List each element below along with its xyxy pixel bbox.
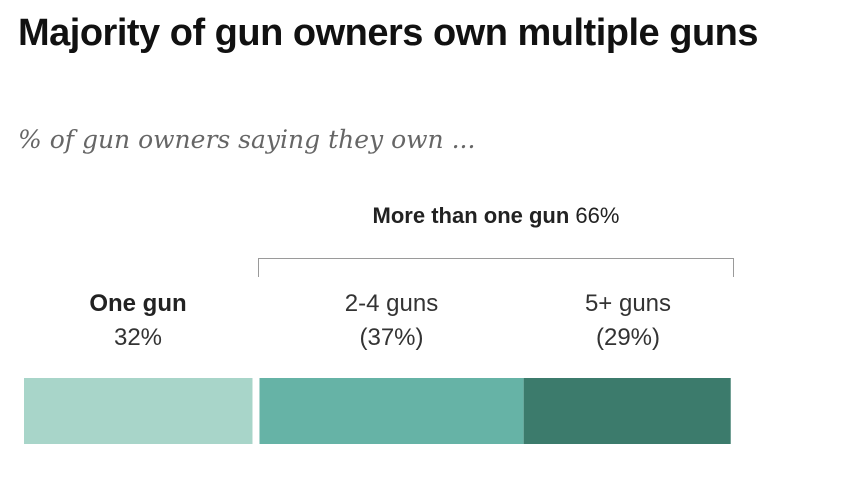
group-label-name: More than one gun bbox=[372, 203, 570, 228]
bar-segment-2-4-guns bbox=[259, 378, 524, 444]
group-label: More than one gun 66% bbox=[258, 203, 734, 229]
category-name: 2-4 guns bbox=[344, 290, 439, 317]
category-value: (29%) bbox=[595, 324, 661, 351]
chart-subtitle: % of gun owners saying they own ... bbox=[18, 125, 476, 154]
category-name: 5+ guns bbox=[584, 290, 672, 317]
category-label-5-plus-guns: 5+ guns (29%) bbox=[524, 287, 732, 355]
bar-segment-5-guns bbox=[523, 378, 731, 444]
group-bracket bbox=[258, 258, 734, 277]
category-name: One gun bbox=[89, 290, 187, 317]
category-label-one-gun: One gun 32% bbox=[24, 287, 252, 355]
chart-title: Majority of gun owners own multiple guns bbox=[18, 12, 759, 54]
category-value: (37%) bbox=[359, 324, 424, 351]
category-value: 32% bbox=[113, 324, 163, 351]
bar-segment-one-gun bbox=[24, 378, 253, 444]
group-label-value: 66% bbox=[575, 203, 620, 228]
category-label-2-4-guns: 2-4 guns (37%) bbox=[259, 287, 524, 355]
